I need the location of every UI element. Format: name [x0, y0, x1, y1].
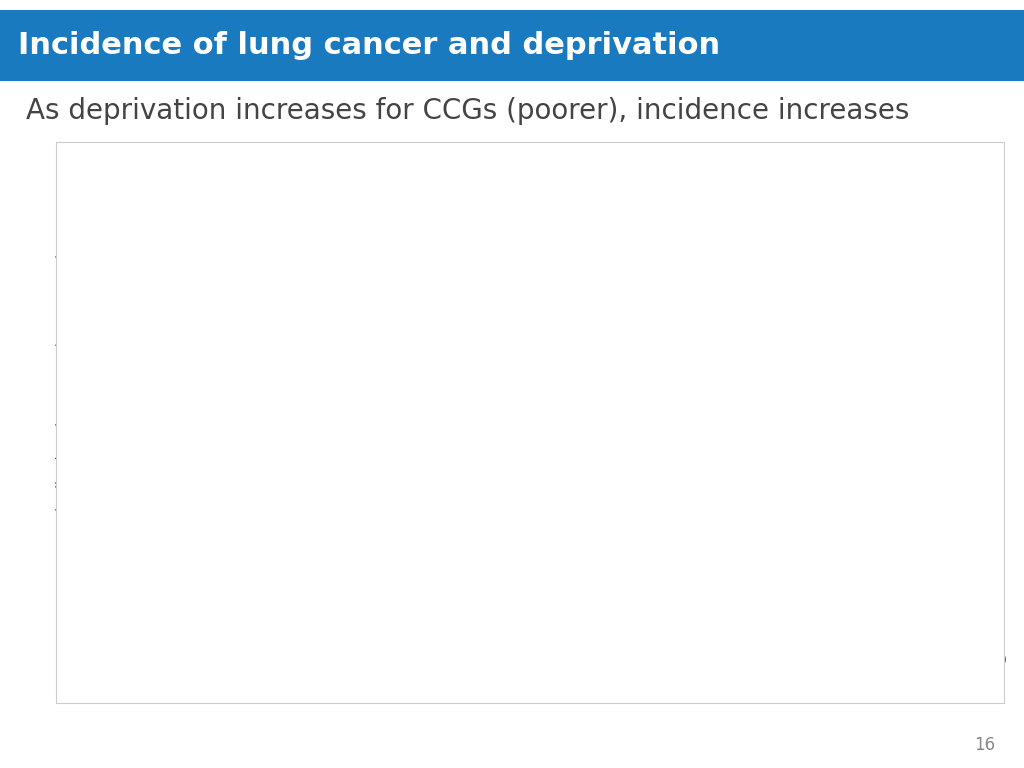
Point — [553, 401, 569, 413]
Point — [431, 426, 447, 439]
Point — [830, 364, 847, 376]
Point — [503, 330, 519, 343]
Point — [874, 214, 891, 226]
Point — [598, 356, 614, 368]
Y-axis label: Age standardised Incdence Rate (per 100,000): Age standardised Incdence Rate (per 100,… — [56, 253, 71, 577]
X-axis label: Deprivation Score (IMD 2015): Deprivation Score (IMD 2015) — [447, 675, 653, 689]
Point — [454, 346, 470, 359]
Point — [509, 416, 525, 429]
Point — [642, 237, 658, 249]
Point — [741, 290, 758, 302]
Text: Incidence of lung cancer and deprivation: Incidence of lung cancer and deprivation — [18, 31, 721, 60]
Point — [664, 333, 680, 345]
Point — [631, 387, 647, 399]
Point — [653, 283, 670, 296]
Point — [897, 223, 913, 236]
Point — [608, 389, 625, 402]
Point — [686, 383, 702, 396]
Point — [753, 311, 769, 323]
Point — [675, 377, 691, 389]
Point — [879, 211, 895, 223]
Point — [890, 348, 906, 360]
Point — [421, 368, 437, 380]
Point — [768, 362, 784, 374]
Text: 16: 16 — [974, 737, 995, 754]
Point — [442, 399, 459, 411]
Point — [425, 364, 441, 376]
Point — [347, 389, 364, 402]
Point — [326, 406, 342, 419]
Text: As deprivation increases for CCGs (poorer), incidence increases: As deprivation increases for CCGs (poore… — [26, 98, 909, 125]
Point — [498, 334, 514, 346]
Title: CCG Age-standardised incidence of lung (C33-C34) tumours by deprivation score: CCG Age-standardised incidence of lung (… — [240, 154, 861, 170]
Point — [764, 334, 780, 346]
